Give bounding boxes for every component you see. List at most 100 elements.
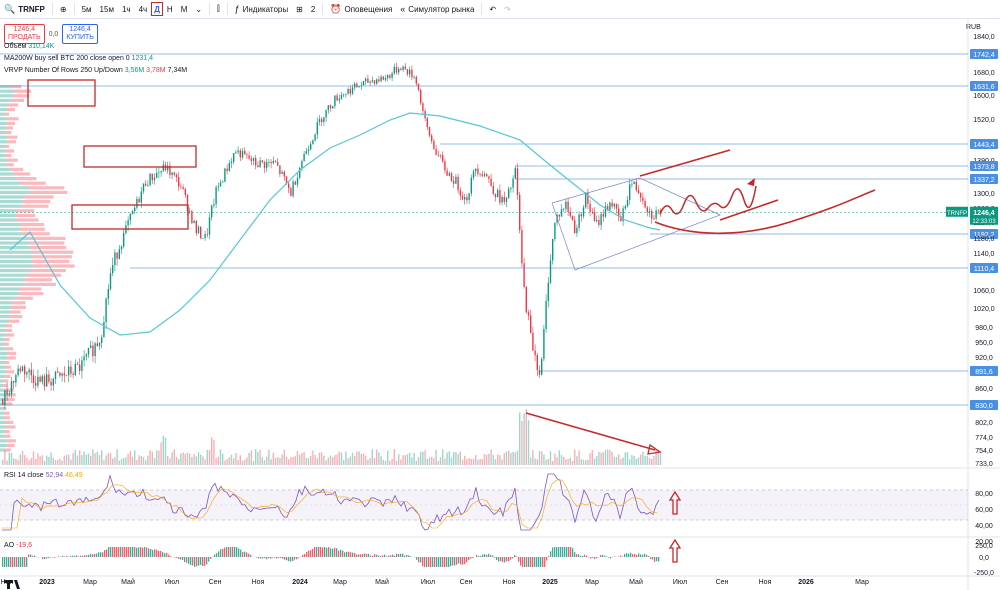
- ao-bar: [546, 557, 548, 561]
- candle-body: [591, 211, 593, 213]
- candle-body: [358, 86, 360, 88]
- volume-bar: [362, 453, 365, 465]
- interval-week[interactable]: Н: [166, 4, 173, 14]
- ao-bar: [184, 557, 186, 563]
- price-tick-label: 1600,0: [973, 93, 995, 100]
- time-tick-label: Сен: [209, 579, 222, 586]
- volume-bar: [477, 459, 479, 465]
- interval-5m[interactable]: 5м: [81, 4, 92, 14]
- interval-4h[interactable]: 4ч: [138, 4, 148, 14]
- volume-bar: [494, 459, 497, 465]
- volume-bar: [79, 450, 81, 465]
- volume-profile-down: [6, 370, 15, 374]
- ao-up-arrow: [668, 538, 682, 563]
- volume-bar: [578, 450, 580, 465]
- candle-body: [182, 187, 184, 189]
- chart-type-button[interactable]: ⫿: [213, 0, 224, 18]
- ao-bar: [536, 557, 538, 567]
- sell-button[interactable]: 1246,4 ПРОДАТЬ: [4, 24, 45, 44]
- candle-body: [635, 181, 637, 191]
- candle-body: [103, 322, 105, 338]
- candle-body: [228, 163, 230, 172]
- volume-profile-up: [0, 287, 19, 291]
- candle-body: [50, 381, 52, 386]
- ao-bar: [324, 547, 326, 557]
- candle-body: [156, 173, 158, 178]
- replay-button[interactable]: «Симулятор рынка: [396, 0, 478, 18]
- ao-bar: [14, 557, 16, 567]
- volume-profile-down: [30, 190, 68, 194]
- volume-bar: [268, 449, 270, 465]
- interval-1h[interactable]: 1ч: [121, 4, 131, 14]
- indicators-button[interactable]: ƒ Индикаторы: [231, 0, 293, 18]
- volume-bar: [301, 452, 303, 465]
- ao-bar: [626, 553, 628, 557]
- volume-bar: [261, 457, 263, 465]
- ao-bar: [124, 547, 126, 557]
- candle-body: [96, 343, 98, 347]
- price-chart[interactable]: 1840,0 1742,4 1680,0 1631,6 1600,0 1520,0 1443…: [0, 18, 1000, 590]
- candle-body: [263, 162, 266, 168]
- interval-month[interactable]: М: [180, 4, 188, 14]
- ao-bar: [178, 557, 180, 560]
- redo-button[interactable]: ↷: [500, 0, 515, 18]
- volume-profile-down: [3, 384, 8, 388]
- candle-body: [565, 201, 567, 209]
- interval-dropdown[interactable]: ⌄: [191, 0, 206, 18]
- candle-body: [310, 144, 312, 150]
- volume-profile-up: [0, 259, 32, 263]
- interval-day[interactable]: Д: [151, 2, 163, 16]
- volume-bar: [404, 455, 406, 465]
- ao-bar: [482, 554, 484, 557]
- ao-bar: [322, 547, 324, 557]
- volume-bar: [543, 454, 545, 465]
- candle-body: [312, 140, 314, 145]
- volume-bar: [620, 459, 622, 465]
- ao-bar: [554, 547, 556, 557]
- symbol-search[interactable]: 🔍 TRNFP: [0, 0, 49, 18]
- ao-bar: [108, 547, 110, 557]
- candle-body: [602, 214, 604, 217]
- alerts-button[interactable]: ⏰ Оповещения: [326, 0, 396, 18]
- ao-bar: [174, 557, 176, 558]
- templates-button[interactable]: ⊞: [292, 0, 307, 18]
- ao-bar: [120, 547, 122, 557]
- rsi-ma-line: [2, 479, 658, 529]
- volume-bar: [26, 457, 28, 465]
- buy-button[interactable]: 1246,4 КУПИТЬ: [62, 24, 98, 44]
- layouts-count[interactable]: 2: [310, 4, 316, 14]
- volume-bar: [428, 457, 431, 465]
- volume-bar: [622, 457, 624, 465]
- candle-body: [171, 172, 173, 176]
- undo-button[interactable]: ↶: [485, 0, 500, 18]
- candle-body: [398, 68, 400, 73]
- interval-15m[interactable]: 15м: [99, 4, 114, 14]
- time-tick-label: Сен: [716, 579, 729, 586]
- volume-bar: [558, 450, 560, 465]
- volume-bar: [237, 459, 239, 465]
- ao-bar: [102, 552, 104, 557]
- volume-bar: [197, 452, 200, 465]
- volume-bar: [657, 449, 659, 465]
- volume-profile-down: [19, 292, 44, 296]
- ao-bar: [408, 555, 410, 557]
- volume-profile-up: [0, 315, 11, 319]
- forecast-arrowhead: [747, 178, 755, 186]
- candle-body: [131, 210, 134, 214]
- volume-profile-down: [6, 420, 14, 424]
- ao-bar: [220, 549, 222, 557]
- candle-body: [81, 360, 83, 371]
- ao-bar: [138, 547, 140, 557]
- ao-bar: [436, 557, 438, 567]
- volume-profile-up: [0, 347, 6, 351]
- volume-bar: [233, 458, 235, 465]
- ao-bar: [134, 547, 136, 557]
- compare-button[interactable]: ⊕: [56, 0, 71, 18]
- candle-body: [426, 118, 428, 128]
- volume-bar: [510, 453, 512, 465]
- volume-profile-up: [0, 374, 5, 378]
- ao-bar: [582, 555, 584, 557]
- volume-bar: [593, 458, 596, 465]
- ao-bar: [600, 554, 602, 557]
- volume-profile-down: [33, 264, 75, 268]
